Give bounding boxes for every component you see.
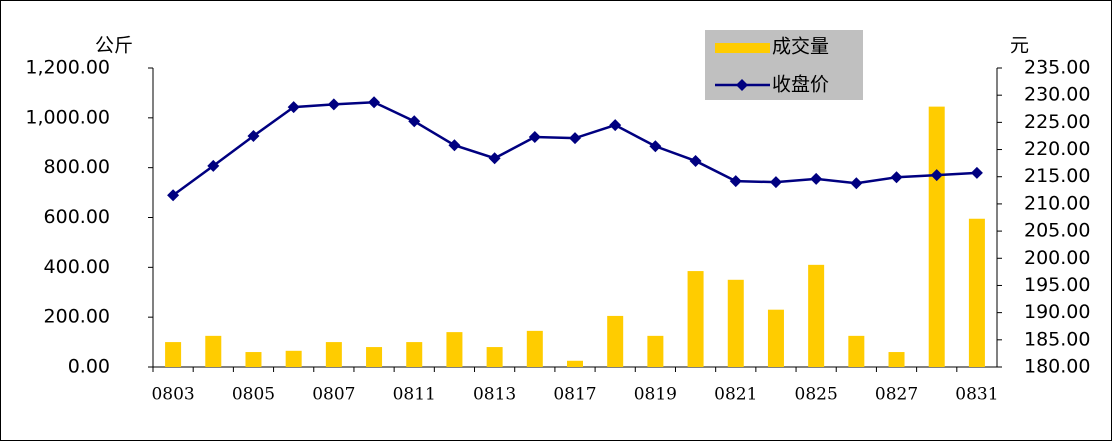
- bar: [325, 342, 342, 367]
- marker: [850, 177, 863, 190]
- x-tick-label: 0807: [312, 385, 355, 405]
- bar: [888, 352, 905, 367]
- legend-label: 收盘价: [772, 74, 829, 96]
- y-tick-label: 200.00: [44, 306, 110, 328]
- marker: [368, 96, 381, 109]
- bar: [727, 279, 744, 367]
- x-tick-label: 0811: [393, 385, 436, 405]
- bar: [245, 352, 262, 367]
- bar: [687, 271, 704, 367]
- bar: [406, 342, 423, 367]
- bar: [767, 309, 784, 367]
- y2-tick-label: 200.00: [1024, 247, 1090, 269]
- y2-tick-label: 190.00: [1024, 301, 1090, 323]
- y-tick-label: 1,000.00: [25, 106, 110, 128]
- y2-tick-label: 215.00: [1024, 165, 1090, 187]
- marker: [970, 166, 983, 179]
- x-tick-label: 0827: [875, 385, 918, 405]
- bar: [486, 347, 503, 367]
- x-tick-label: 0813: [473, 385, 516, 405]
- marker: [247, 129, 260, 142]
- y2-tick-label: 205.00: [1024, 220, 1090, 242]
- x-tick-label: 0819: [634, 385, 677, 405]
- y-tick-label: 600.00: [44, 206, 110, 228]
- bar: [647, 335, 664, 367]
- x-tick-label: 0805: [232, 385, 275, 405]
- y2-tick-label: 210.00: [1024, 192, 1090, 214]
- marker: [327, 98, 340, 111]
- marker: [528, 131, 541, 144]
- marker: [810, 172, 823, 185]
- x-tick-label: 0817: [553, 385, 596, 405]
- y2-tick-label: 230.00: [1024, 84, 1090, 106]
- y2-tick-label: 235.00: [1024, 57, 1090, 79]
- marker: [689, 154, 702, 167]
- marker: [609, 119, 622, 132]
- legend-label: 成交量: [772, 36, 829, 58]
- bar: [446, 332, 463, 367]
- x-tick-label: 0825: [795, 385, 838, 405]
- bar: [165, 342, 182, 367]
- bar: [607, 315, 624, 367]
- bar: [285, 350, 302, 367]
- bar: [567, 360, 583, 367]
- marker: [769, 176, 782, 189]
- bar: [366, 347, 383, 367]
- marker: [167, 189, 180, 202]
- marker: [890, 171, 903, 184]
- legend-marker: [736, 79, 748, 91]
- bar: [928, 106, 945, 367]
- marker: [287, 101, 300, 114]
- y-axis-label: 公斤: [95, 35, 133, 57]
- marker: [930, 169, 943, 182]
- y2-tick-label: 185.00: [1024, 328, 1090, 350]
- y2-axis-label: 元: [1010, 35, 1029, 57]
- x-tick-label: 0821: [714, 385, 757, 405]
- bar: [526, 330, 543, 367]
- bar: [968, 218, 985, 367]
- marker: [448, 139, 461, 152]
- y2-tick-label: 225.00: [1024, 111, 1090, 133]
- bar: [808, 264, 825, 367]
- marker: [729, 175, 742, 188]
- legend-box: [705, 30, 863, 100]
- y2-tick-label: 180.00: [1024, 356, 1090, 378]
- y-tick-label: 1,200.00: [25, 57, 110, 79]
- y-tick-label: 0.00: [68, 356, 110, 378]
- y2-tick-label: 195.00: [1024, 274, 1090, 296]
- x-tick-label: 0831: [955, 385, 998, 405]
- bar: [848, 335, 865, 367]
- x-tick-label: 0803: [151, 385, 194, 405]
- marker: [569, 132, 581, 145]
- y2-tick-label: 220.00: [1024, 138, 1090, 160]
- y-tick-label: 800.00: [44, 156, 110, 178]
- marker: [207, 159, 220, 172]
- y-tick-label: 400.00: [44, 256, 110, 278]
- marker: [408, 115, 421, 128]
- legend-swatch: [715, 43, 770, 53]
- marker: [649, 140, 662, 153]
- marker: [488, 152, 501, 165]
- bar: [205, 335, 222, 367]
